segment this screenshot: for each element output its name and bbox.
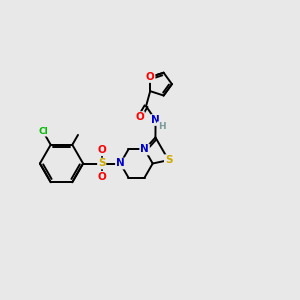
- Text: O: O: [97, 145, 106, 155]
- Text: O: O: [97, 172, 106, 182]
- Text: O: O: [135, 112, 144, 122]
- Text: H: H: [158, 122, 165, 131]
- Text: N: N: [140, 145, 149, 154]
- Text: Cl: Cl: [38, 127, 48, 136]
- Text: N: N: [116, 158, 125, 169]
- Text: O: O: [146, 72, 154, 82]
- Text: N: N: [151, 115, 160, 125]
- Text: S: S: [98, 158, 106, 169]
- Text: S: S: [165, 155, 172, 165]
